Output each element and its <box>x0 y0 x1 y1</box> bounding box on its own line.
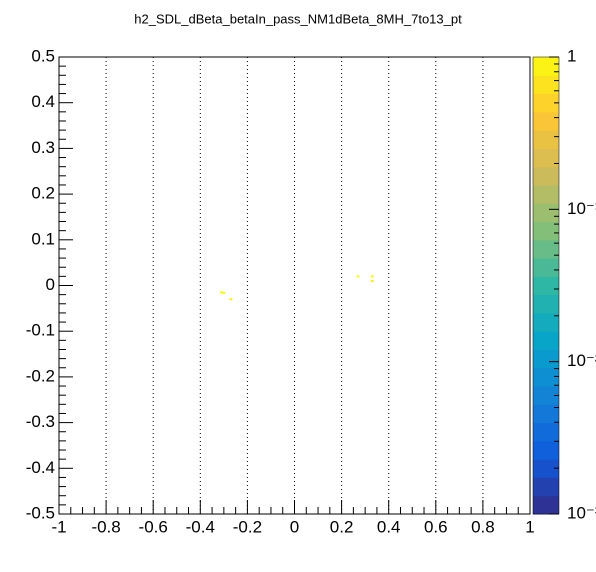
z-tick-label: 10⁻¹ <box>567 199 596 218</box>
z-tick-label: 10⁻² <box>567 351 596 370</box>
x-tick-label: 0.2 <box>330 517 354 536</box>
cell <box>370 279 374 282</box>
palette-band <box>533 312 559 332</box>
x-tick-label: -1 <box>51 517 66 536</box>
y-tick-label: 0.3 <box>31 138 55 157</box>
x-tick-label: 0.8 <box>471 517 495 536</box>
palette-band <box>533 111 559 131</box>
chart-title: h2_SDL_dBeta_betaIn_pass_NM1dBeta_8MH_7t… <box>134 11 462 26</box>
y-tick-label: -0.3 <box>26 412 55 431</box>
x-tick-label: -0.8 <box>91 517 120 536</box>
x-tick-label: -0.6 <box>139 517 168 536</box>
palette-band <box>533 440 559 460</box>
x-tick-label: 0.4 <box>377 517 401 536</box>
palette-band <box>533 367 559 387</box>
palette-band <box>533 57 559 76</box>
palette-band <box>533 203 559 223</box>
y-tick-label: 0.5 <box>31 46 55 65</box>
z-tick-label: 10⁻³ <box>567 503 596 522</box>
palette-band <box>533 258 559 277</box>
palette-band <box>533 477 559 497</box>
y-tick-label: -0.2 <box>26 366 55 385</box>
palette-band <box>533 459 559 478</box>
palette-band <box>533 239 559 259</box>
palette-band <box>533 130 559 149</box>
y-tick-label: 0.4 <box>31 92 55 111</box>
cell <box>219 291 223 294</box>
x-tick-label: -0.2 <box>233 517 262 536</box>
z-tick-label: 1 <box>567 46 576 65</box>
cell <box>356 275 360 278</box>
cell <box>222 291 226 294</box>
cell <box>229 298 233 301</box>
y-tick-label: 0.2 <box>31 184 55 203</box>
palette-band <box>533 422 559 442</box>
palette-band <box>533 75 559 95</box>
palette-band <box>533 404 559 424</box>
palette-band <box>533 221 559 241</box>
palette-band <box>533 349 559 369</box>
palette-frame <box>532 56 560 515</box>
y-tick-label: -0.4 <box>26 458 55 477</box>
y-tick-label: 0.1 <box>31 229 55 248</box>
palette-band <box>533 184 559 204</box>
palette-band <box>533 148 559 168</box>
palette-band <box>533 276 559 296</box>
palette-band <box>533 294 559 314</box>
palette-band <box>533 166 559 186</box>
x-tick-label: -0.4 <box>186 517 215 536</box>
x-tick-label: 0.6 <box>424 517 448 536</box>
y-tick-label: -0.5 <box>26 503 55 522</box>
palette-band <box>533 495 559 515</box>
palette-band <box>533 93 559 113</box>
palette-band <box>533 386 559 405</box>
palette-band <box>533 331 559 350</box>
x-tick-label: 1 <box>525 517 534 536</box>
y-tick-label: 0 <box>46 275 55 294</box>
cell <box>370 275 374 278</box>
y-tick-label: -0.1 <box>26 321 55 340</box>
x-tick-label: 0 <box>290 517 299 536</box>
